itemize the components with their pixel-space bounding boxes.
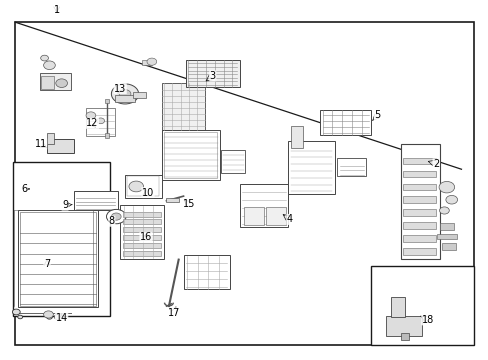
Circle shape: [439, 207, 448, 214]
Bar: [441, 243, 455, 250]
Bar: [402, 235, 435, 242]
Bar: [402, 248, 435, 255]
Circle shape: [54, 314, 62, 320]
Bar: [20, 212, 96, 306]
Bar: [221, 149, 245, 173]
Text: 15: 15: [183, 199, 195, 210]
Circle shape: [56, 79, 67, 87]
Text: 1: 1: [54, 5, 60, 15]
Bar: [122, 251, 160, 256]
Text: 4: 4: [286, 215, 292, 224]
Text: 18: 18: [421, 315, 433, 325]
Circle shape: [43, 311, 53, 318]
Bar: [122, 235, 160, 240]
Bar: [122, 212, 160, 217]
Bar: [370, 266, 473, 345]
Bar: [400, 144, 439, 259]
Circle shape: [111, 213, 121, 220]
Bar: [142, 60, 152, 65]
Bar: [122, 243, 160, 248]
Bar: [402, 158, 435, 164]
Circle shape: [111, 84, 139, 104]
Bar: [436, 234, 456, 239]
Bar: [115, 95, 135, 102]
Text: 3: 3: [209, 71, 215, 81]
Bar: [400, 333, 408, 339]
Text: 7: 7: [44, 259, 50, 269]
Bar: [290, 126, 303, 148]
Text: 2: 2: [432, 159, 438, 169]
Text: 17: 17: [167, 308, 180, 318]
Bar: [18, 211, 98, 307]
Bar: [47, 139, 74, 153]
Bar: [40, 73, 71, 90]
Bar: [122, 227, 160, 232]
Bar: [385, 316, 422, 336]
Text: 8: 8: [109, 216, 115, 226]
Circle shape: [106, 210, 126, 224]
Circle shape: [41, 55, 48, 61]
Text: 5: 5: [374, 111, 380, 121]
Bar: [402, 184, 435, 190]
Circle shape: [43, 61, 55, 69]
Bar: [402, 197, 435, 203]
Bar: [161, 130, 220, 180]
Bar: [288, 140, 334, 194]
Circle shape: [18, 315, 22, 319]
Bar: [390, 297, 405, 317]
Circle shape: [97, 118, 104, 124]
Bar: [402, 210, 435, 216]
Bar: [47, 134, 54, 144]
Bar: [13, 162, 110, 316]
Bar: [125, 175, 161, 198]
Circle shape: [438, 181, 454, 193]
Text: 16: 16: [140, 232, 152, 242]
Circle shape: [119, 90, 131, 98]
Bar: [161, 83, 205, 130]
Bar: [336, 158, 366, 176]
Bar: [166, 198, 178, 202]
Text: 13: 13: [114, 84, 126, 94]
Bar: [104, 134, 109, 138]
Text: 12: 12: [86, 118, 99, 128]
Text: 6: 6: [21, 184, 27, 194]
Bar: [185, 60, 239, 87]
Bar: [86, 108, 115, 136]
Text: 10: 10: [142, 188, 154, 198]
Bar: [320, 110, 370, 135]
Bar: [402, 171, 435, 177]
Circle shape: [445, 195, 457, 204]
Bar: [104, 99, 109, 103]
Text: 11: 11: [35, 139, 47, 149]
Circle shape: [129, 181, 143, 192]
Circle shape: [147, 58, 157, 65]
Circle shape: [86, 112, 96, 119]
Bar: [239, 184, 288, 226]
Bar: [183, 255, 229, 289]
Bar: [41, 76, 54, 89]
Text: 9: 9: [62, 200, 68, 210]
Bar: [74, 191, 118, 211]
Bar: [122, 220, 160, 225]
Bar: [163, 132, 216, 178]
Bar: [402, 222, 435, 229]
Circle shape: [46, 315, 52, 319]
Bar: [127, 176, 159, 196]
Bar: [120, 205, 163, 259]
Bar: [266, 207, 285, 225]
Circle shape: [12, 309, 20, 315]
Bar: [133, 92, 145, 98]
Bar: [244, 207, 264, 225]
Bar: [439, 223, 453, 230]
Text: 14: 14: [56, 313, 68, 323]
